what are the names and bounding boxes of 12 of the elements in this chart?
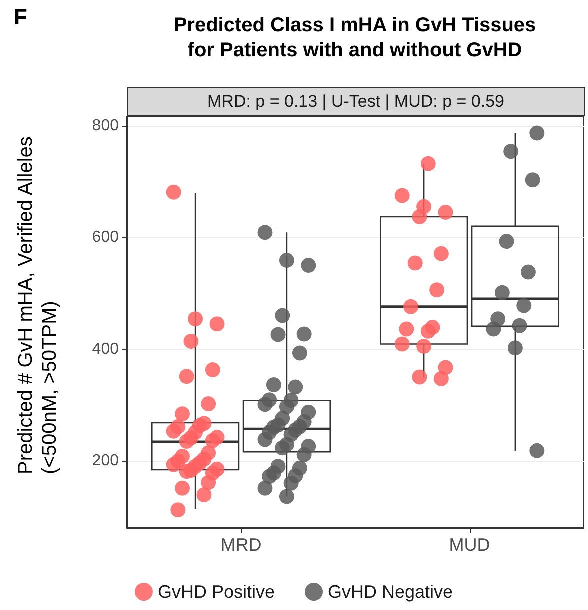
y-tick-label: 400 [92,340,120,358]
x-tick-label: MUD [449,535,490,555]
chart-title: Predicted Class I mHA in GvH Tissues for Patients with and without GvHD [174,14,536,62]
chart-subtitle: MRD: p = 0.13 | U-Test | MUD: p = 0.59 [208,92,504,111]
y-tick-label: 600 [92,229,120,246]
text: F [14,4,28,30]
legend-label: GvHD Negative [328,582,454,602]
y-axis-title: Predicted # GvH mHA, Verified Alleles (<500nM, >50TPM) [15,136,61,475]
y-tick-label: 800 [92,117,120,134]
legend-label: GvHD Positive [158,582,275,602]
y-tick-label: 200 [92,452,120,470]
x-tick-label: MRD [220,535,262,555]
